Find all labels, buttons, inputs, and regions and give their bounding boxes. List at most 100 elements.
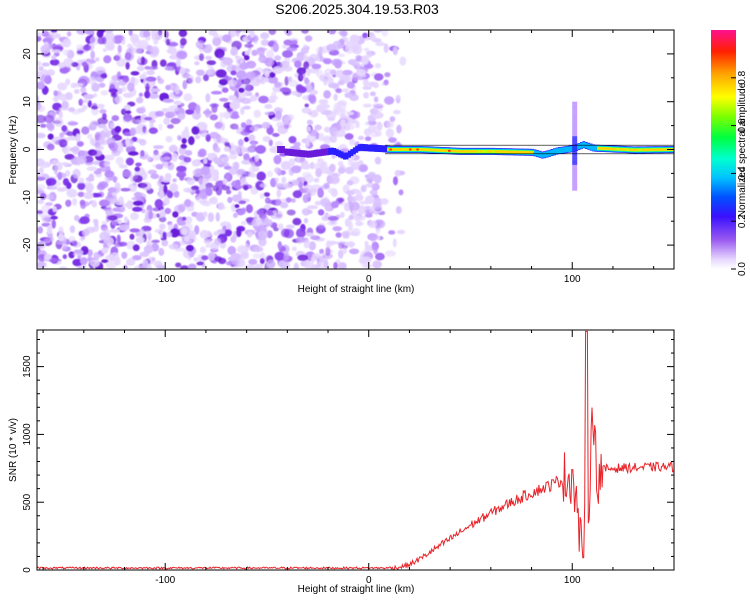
ridge-cell — [445, 149, 449, 152]
noise-blob — [219, 112, 225, 119]
noise-blob — [54, 117, 64, 127]
noise-blob — [63, 58, 74, 68]
noise-blob — [195, 212, 206, 222]
noise-blob — [37, 104, 42, 110]
noise-blob — [230, 70, 237, 76]
noise-blob — [199, 246, 206, 254]
noise-blob — [305, 138, 310, 148]
noise-blob — [147, 169, 157, 175]
noise-blob — [146, 155, 152, 161]
noise-blob — [337, 249, 344, 259]
x-tick-label: 0 — [366, 575, 372, 586]
noise-blob — [86, 58, 92, 62]
ridge-cell — [362, 146, 366, 149]
noise-blob — [340, 127, 347, 133]
noise-blob — [37, 241, 45, 248]
ridge-cell — [587, 145, 591, 148]
noise-blob — [118, 224, 130, 231]
noise-blob — [78, 98, 83, 106]
ridge-cell — [277, 146, 280, 153]
x-tick-label: 100 — [564, 274, 581, 285]
noise-blob — [272, 133, 280, 138]
noise-blob — [61, 161, 69, 166]
noise-blob — [225, 261, 233, 266]
noise-blob — [127, 151, 139, 156]
noise-blob — [180, 144, 187, 149]
noise-blob — [93, 218, 99, 227]
noise-blob — [143, 245, 154, 254]
ridge-flare — [572, 104, 578, 108]
noise-blob — [229, 79, 238, 87]
noise-blob — [121, 251, 128, 259]
noise-blob — [172, 178, 177, 183]
noise-blob — [239, 62, 250, 70]
snr-xlabel: Height of straight line (km) — [298, 584, 415, 595]
noise-blob — [158, 30, 163, 36]
noise-blob — [104, 154, 115, 161]
noise-blob — [156, 75, 161, 81]
noise-blob — [180, 265, 190, 269]
ridge-cell — [409, 148, 412, 151]
noise-blob — [135, 162, 142, 167]
colorbar-tick-label: 0.4 — [737, 166, 748, 180]
noise-blob — [143, 30, 151, 38]
noise-blob — [158, 216, 167, 223]
noise-blob — [105, 260, 117, 269]
noise-blob — [82, 229, 90, 236]
ridge-cell — [504, 150, 508, 153]
noise-blob — [98, 181, 109, 189]
x-tick-label: 0 — [366, 274, 372, 285]
noise-blob — [85, 30, 95, 35]
noise-blob — [266, 170, 274, 177]
noise-blob — [292, 217, 302, 226]
ridge-cell — [462, 150, 466, 153]
noise-blob — [362, 103, 372, 108]
noise-blob — [266, 126, 274, 135]
noise-blob — [213, 231, 220, 236]
noise-blob — [323, 135, 332, 145]
noise-blob — [46, 69, 56, 76]
noise-blob — [198, 184, 206, 190]
noise-blob — [205, 93, 211, 103]
ridge-flare — [572, 144, 578, 148]
noise-blob — [393, 176, 398, 186]
noise-blob — [256, 171, 266, 181]
noise-blob — [274, 167, 281, 174]
noise-blob — [272, 42, 279, 53]
noise-blob — [344, 205, 350, 212]
noise-blob — [240, 97, 252, 104]
noise-blob — [388, 230, 396, 235]
noise-blob — [373, 30, 382, 33]
noise-blob — [375, 219, 386, 229]
noise-blob — [114, 126, 122, 133]
noise-blob — [168, 243, 179, 250]
ridge-cell — [377, 147, 381, 150]
noise-blob — [214, 48, 225, 59]
noise-blob — [209, 114, 218, 121]
ridge-flare — [572, 147, 578, 151]
noise-blob — [375, 227, 381, 234]
noise-blob — [79, 216, 90, 225]
noise-blob — [260, 32, 270, 40]
noise-blob — [203, 47, 212, 54]
noise-blob — [41, 69, 48, 74]
ridge-flare — [572, 184, 578, 188]
noise-blob — [196, 261, 204, 266]
noise-blob — [194, 134, 201, 140]
noise-blob — [197, 150, 204, 158]
noise-blob — [365, 195, 375, 204]
noise-blob — [76, 50, 84, 55]
ridge-flare — [572, 101, 578, 105]
ridge-cell — [472, 150, 476, 153]
ridge-flare — [572, 110, 578, 114]
ridge-cell — [641, 148, 644, 151]
noise-blob — [346, 190, 355, 196]
noise-blob — [185, 244, 194, 252]
noise-blob — [181, 216, 187, 221]
y-tick-label: 1500 — [22, 355, 33, 378]
ridge-cell — [633, 149, 637, 151]
noise-blob — [140, 150, 145, 157]
noise-blob — [121, 86, 127, 92]
noise-blob — [78, 150, 90, 157]
